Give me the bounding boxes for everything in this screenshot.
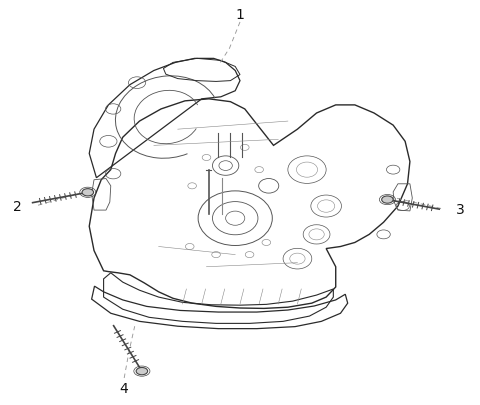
Text: 1: 1 [236,8,244,22]
Text: 3: 3 [456,203,465,217]
Text: 2: 2 [13,200,22,213]
Ellipse shape [136,368,148,375]
Ellipse shape [82,189,94,196]
Ellipse shape [382,196,393,204]
Text: 4: 4 [120,381,129,395]
